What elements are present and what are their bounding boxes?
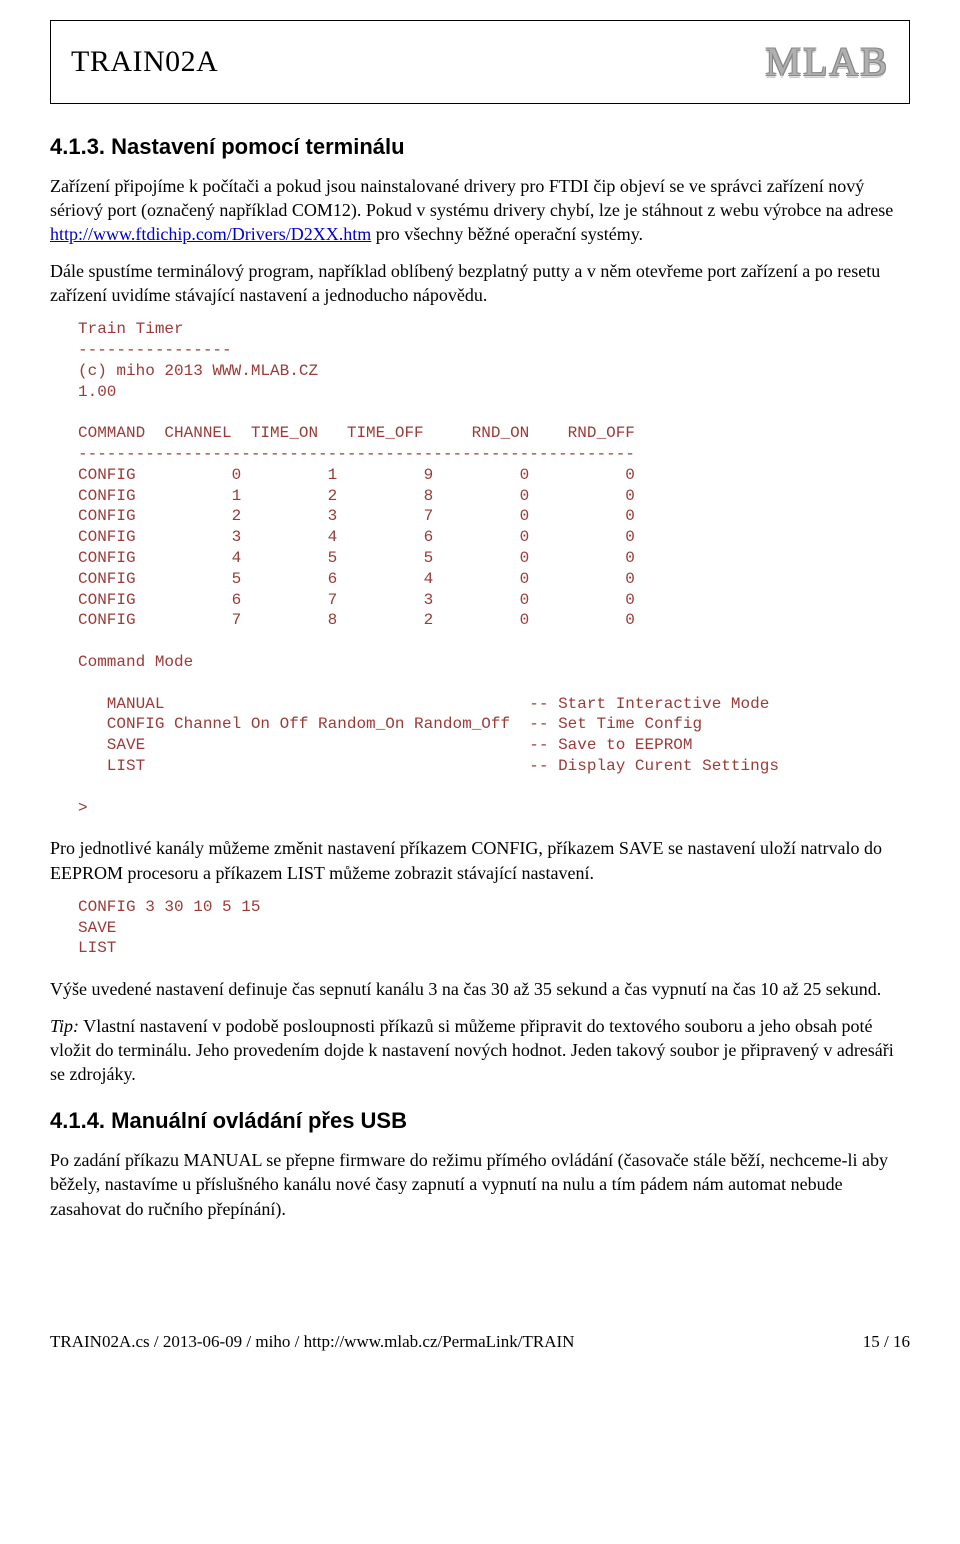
- section1-paragraph2: Dále spustíme terminálový program, napří…: [50, 259, 910, 308]
- section-heading-4-1-3: 4.1.3. Nastavení pomocí terminálu: [50, 132, 910, 162]
- terminal-output-block-2: CONFIG 3 30 10 5 15 SAVE LIST: [78, 897, 910, 959]
- footer-left: TRAIN02A.cs / 2013-06-09 / miho / http:/…: [50, 1331, 574, 1354]
- section-heading-4-1-4: 4.1.4. Manuální ovládání přes USB: [50, 1106, 910, 1136]
- after-code1-paragraph: Pro jednotlivé kanály můžeme změnit nast…: [50, 836, 910, 885]
- page-footer: TRAIN02A.cs / 2013-06-09 / miho / http:/…: [50, 1331, 910, 1354]
- footer-right: 15 / 16: [863, 1331, 910, 1354]
- ftdi-driver-link[interactable]: http://www.ftdichip.com/Drivers/D2XX.htm: [50, 224, 371, 244]
- logo-mlab: MLAB: [765, 35, 889, 89]
- terminal-output-block-1: Train Timer ---------------- (c) miho 20…: [78, 319, 910, 818]
- document-title: TRAIN02A: [71, 42, 218, 83]
- tip-body: Vlastní nastavení v podobě posloupnosti …: [50, 1016, 894, 1085]
- section1-paragraph1: Zařízení připojíme k počítači a pokud js…: [50, 174, 910, 247]
- section2-paragraph1: Po zadání příkazu MANUAL se přepne firmw…: [50, 1148, 910, 1221]
- tip-label: Tip:: [50, 1016, 79, 1036]
- text-run: Zařízení připojíme k počítači a pokud js…: [50, 176, 893, 220]
- text-run: pro všechny běžné operační systémy.: [371, 224, 643, 244]
- document-header: TRAIN02A MLAB: [50, 20, 910, 104]
- tip-paragraph: Tip: Vlastní nastavení v podobě posloupn…: [50, 1014, 910, 1087]
- after-code2-paragraph1: Výše uvedené nastavení definuje čas sepn…: [50, 977, 910, 1001]
